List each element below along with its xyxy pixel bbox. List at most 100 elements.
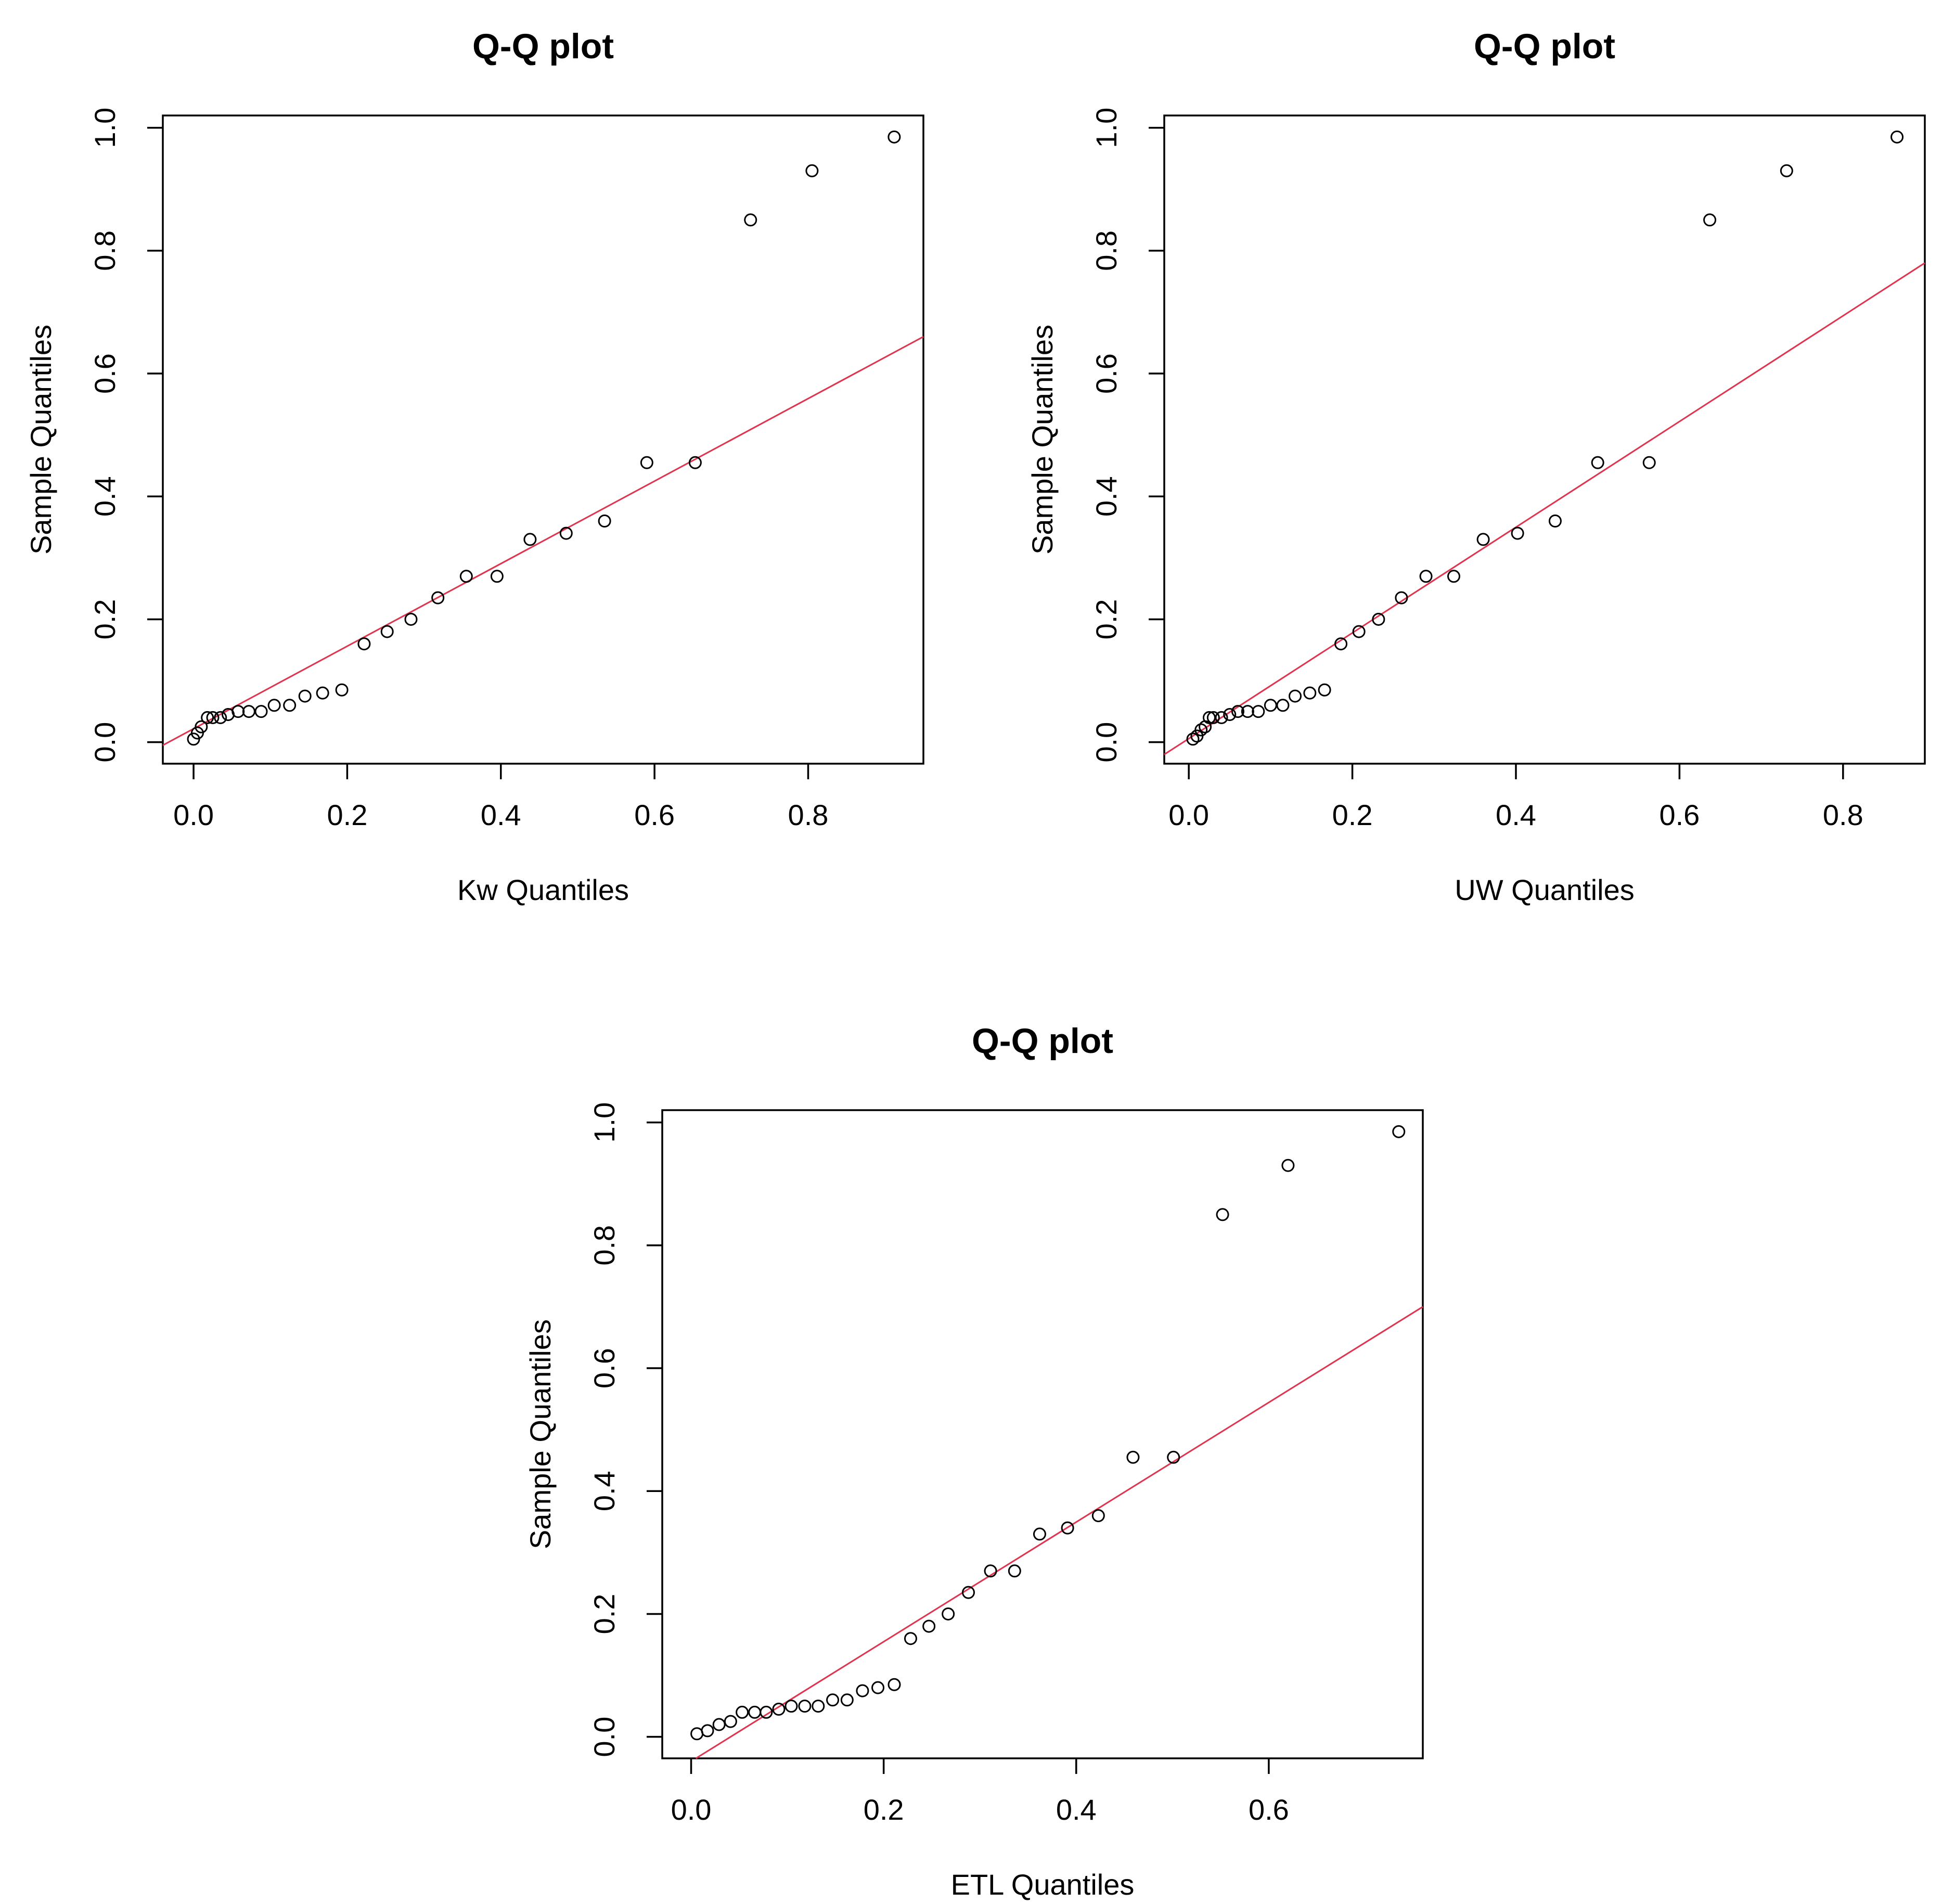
y-tick-label: 0.0 bbox=[1090, 722, 1123, 763]
data-point bbox=[701, 1724, 714, 1738]
data-point bbox=[559, 526, 573, 540]
data-point bbox=[1352, 625, 1366, 638]
data-point bbox=[1202, 711, 1216, 724]
y-tick-label: 0.2 bbox=[588, 1594, 621, 1635]
data-point bbox=[1703, 213, 1717, 227]
data-point bbox=[1216, 1208, 1229, 1221]
data-point bbox=[1215, 711, 1228, 724]
data-point bbox=[640, 456, 653, 469]
data-point bbox=[888, 1678, 901, 1691]
x-tick-label: 0.6 bbox=[1249, 1793, 1289, 1826]
x-tick-label: 0.2 bbox=[864, 1793, 904, 1826]
data-point bbox=[805, 164, 819, 177]
data-point bbox=[1231, 705, 1244, 718]
chart-title: Q-Q plot bbox=[972, 1021, 1113, 1061]
x-tick-label: 0.0 bbox=[173, 799, 214, 831]
data-point bbox=[1194, 723, 1208, 737]
y-tick-label: 0.2 bbox=[1090, 599, 1123, 640]
reference-line bbox=[695, 1306, 1423, 1759]
y-tick-label: 0.0 bbox=[88, 722, 121, 763]
data-point bbox=[254, 705, 268, 718]
data-point bbox=[1206, 711, 1220, 724]
data-point bbox=[1241, 705, 1254, 718]
reference-line bbox=[1164, 262, 1925, 755]
y-tick-label: 0.4 bbox=[88, 476, 121, 517]
chart-title: Q-Q plot bbox=[472, 27, 614, 66]
plot-frame bbox=[661, 1109, 1424, 1759]
data-point bbox=[856, 1684, 869, 1697]
x-axis-label: ETL Quantiles bbox=[951, 1868, 1135, 1901]
data-point bbox=[984, 1564, 997, 1578]
data-point bbox=[798, 1700, 812, 1713]
data-point bbox=[195, 720, 208, 734]
data-point bbox=[490, 570, 504, 583]
data-point bbox=[1511, 526, 1524, 540]
data-point bbox=[1372, 612, 1385, 626]
plot-frame bbox=[162, 114, 924, 765]
data-point bbox=[1289, 689, 1302, 703]
data-point bbox=[598, 514, 611, 528]
data-point bbox=[922, 1619, 936, 1633]
data-point bbox=[888, 130, 901, 144]
data-point bbox=[1167, 1450, 1180, 1464]
reference-line bbox=[162, 336, 924, 746]
chart-title: Q-Q plot bbox=[1474, 27, 1615, 66]
data-point bbox=[962, 1586, 975, 1599]
data-point bbox=[724, 1715, 737, 1728]
data-point bbox=[1303, 686, 1317, 700]
data-point bbox=[1334, 637, 1348, 651]
y-axis-label: Sample Quantiles bbox=[524, 1319, 557, 1549]
data-point bbox=[1264, 699, 1277, 712]
data-point bbox=[1091, 1509, 1105, 1522]
data-point bbox=[1780, 164, 1793, 177]
y-axis-label: Sample Quantiles bbox=[1026, 325, 1059, 555]
data-point bbox=[1008, 1564, 1021, 1578]
data-point bbox=[1252, 705, 1265, 718]
data-point bbox=[1642, 456, 1656, 469]
data-point bbox=[736, 1705, 749, 1719]
x-tick-label: 0.0 bbox=[1168, 799, 1209, 831]
data-point bbox=[206, 711, 220, 724]
x-tick-label: 0.8 bbox=[788, 799, 829, 831]
data-point bbox=[812, 1700, 825, 1713]
data-point bbox=[1447, 570, 1461, 583]
data-point bbox=[335, 683, 349, 697]
data-point bbox=[744, 213, 757, 227]
y-tick-label: 1.0 bbox=[1090, 108, 1123, 148]
data-point bbox=[431, 591, 445, 604]
data-point bbox=[283, 699, 297, 712]
x-tick-label: 0.6 bbox=[634, 799, 675, 831]
x-tick-label: 0.4 bbox=[1496, 799, 1536, 831]
y-tick-label: 0.0 bbox=[588, 1717, 621, 1757]
x-tick-label: 0.4 bbox=[1056, 1793, 1097, 1826]
data-point bbox=[267, 699, 281, 712]
data-point bbox=[316, 686, 329, 700]
data-point bbox=[942, 1607, 955, 1620]
qq-panel-2: Q-Q plot 0.0 0.2 0.4 0.6 0.8 0.0 0.2 0.4 0.6 0.8 1.… bbox=[1026, 27, 1926, 906]
data-point bbox=[380, 625, 394, 638]
data-point bbox=[1276, 699, 1290, 712]
plot-frame bbox=[1163, 114, 1926, 765]
qq-panel-3: Q-Q plot 0.0 0.2 0.4 0.6 0.0 0.2 0.4 0.6 0.8 1.0 ET… bbox=[524, 1021, 1424, 1901]
qq-panel-1: Q-Q plot 0.0 0.2 0.4 0.6 0.8 0.0 0.2 0.4 0.6 0.8 1.… bbox=[24, 27, 924, 906]
y-tick-label: 1.0 bbox=[88, 108, 121, 148]
data-point bbox=[688, 456, 702, 469]
data-point bbox=[1033, 1527, 1046, 1541]
x-tick-label: 0.0 bbox=[671, 1793, 712, 1826]
data-point bbox=[1548, 514, 1562, 528]
x-tick-label: 0.2 bbox=[327, 799, 367, 831]
x-tick-label: 0.2 bbox=[1332, 799, 1373, 831]
data-point bbox=[298, 689, 312, 703]
y-tick-label: 0.4 bbox=[1090, 476, 1123, 517]
data-point bbox=[784, 1700, 798, 1713]
x-axis-label: UW Quantiles bbox=[1455, 873, 1634, 906]
y-tick-label: 0.6 bbox=[1090, 353, 1123, 394]
data-point bbox=[214, 711, 227, 724]
data-point bbox=[1890, 130, 1904, 144]
data-point bbox=[760, 1705, 773, 1719]
y-tick-label: 0.2 bbox=[88, 599, 121, 640]
data-point bbox=[712, 1718, 726, 1731]
data-point bbox=[1395, 591, 1408, 604]
y-tick-label: 0.6 bbox=[588, 1348, 621, 1388]
y-tick-label: 0.6 bbox=[88, 353, 121, 394]
